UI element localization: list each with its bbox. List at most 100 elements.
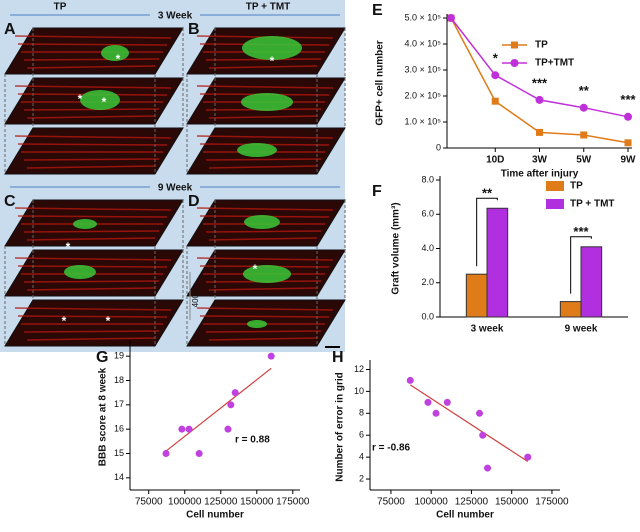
tissue-fiber (208, 337, 318, 341)
tissue-fiber (26, 65, 156, 69)
x-tick-label: 175000 (276, 497, 310, 508)
tissue-fiber (205, 158, 322, 161)
data-point (432, 409, 440, 417)
column-header: TP (54, 2, 67, 13)
legend-label: TP + TMT (570, 199, 615, 210)
y-tick-label: 8 (359, 408, 364, 418)
y-tick-label: 0.0 (421, 311, 434, 321)
significance: *** (573, 224, 589, 239)
x-tick-label: 3W (532, 155, 548, 166)
y-tick-label: 15 (114, 448, 124, 458)
bar (486, 207, 509, 318)
tissue-fiber (23, 108, 160, 111)
data-point (484, 464, 492, 472)
y-axis-label: BBB score at 8 week (98, 367, 109, 466)
tissue-fiber (23, 230, 160, 233)
tissue-fiber (208, 237, 318, 241)
x-axis-label: Cell number (436, 510, 494, 521)
bar (465, 273, 488, 318)
data-point (491, 97, 499, 105)
significance: *** (620, 92, 636, 107)
fit-line (165, 367, 272, 452)
legend-label: TP (535, 40, 548, 51)
correlation-label: r = -0.86 (372, 443, 411, 454)
x-tick-label: 9 week (565, 324, 598, 335)
significance: * (493, 51, 499, 66)
data-point (535, 95, 544, 104)
tissue-fiber (26, 165, 156, 169)
tissue-fiber (205, 330, 322, 333)
gfp-signal (80, 90, 120, 110)
tissue-fiber (14, 307, 172, 311)
x-tick-label: 3 week (471, 324, 504, 335)
data-point (580, 131, 588, 139)
tissue-fiber (17, 315, 168, 318)
x-axis-label: Time after injury (501, 169, 579, 180)
tissue-fiber (208, 115, 318, 119)
significance: ** (482, 186, 493, 201)
y-tick-label: 2.0 × 10⁵ (404, 90, 441, 100)
x-tick-label: 75000 (135, 497, 163, 508)
y-tick-label: 4 (359, 452, 364, 462)
graft-marker: * (253, 262, 258, 276)
tissue-fiber (23, 58, 160, 61)
time-header: 9 Week (158, 183, 193, 194)
gfp-signal (237, 143, 277, 157)
correlation-label: r = 0.88 (235, 435, 270, 446)
legend-marker (510, 59, 519, 67)
y-tick-label: 0 (436, 142, 441, 152)
y-tick-label: 6.0 (421, 209, 434, 219)
gfp-signal (247, 320, 267, 328)
panel-label: H (332, 349, 344, 366)
gfp-signal (243, 265, 291, 283)
graft-marker: * (66, 240, 71, 254)
tissue-fiber (17, 265, 168, 268)
data-point (624, 112, 632, 121)
tissue-fiber (17, 43, 168, 46)
y-tick-label: 19 (114, 351, 124, 361)
graft-marker: * (62, 314, 67, 328)
tissue-slab (4, 127, 184, 175)
panel-label: B (188, 21, 200, 38)
tissue-fiber (23, 158, 160, 161)
tissue-fiber (23, 280, 160, 283)
significance-bracket (570, 236, 592, 294)
data-point (479, 431, 487, 439)
gfp-signal (64, 265, 96, 279)
y-tick-label: 10 (354, 386, 364, 396)
x-tick-label: 150000 (495, 497, 529, 508)
x-tick-label: 125000 (204, 497, 238, 508)
data-point (536, 128, 543, 136)
x-tick-label: 100000 (168, 497, 202, 508)
tissue-fiber (208, 287, 318, 291)
tissue-fiber (208, 65, 318, 69)
gfp-signal (242, 36, 302, 60)
gfp-signal (244, 215, 280, 229)
tissue-fiber (14, 85, 172, 89)
data-point (579, 103, 588, 112)
y-tick-label: 5.0 × 10⁵ (404, 12, 441, 22)
data-point (624, 139, 632, 147)
data-point (231, 389, 239, 397)
graft-marker: * (116, 52, 121, 66)
data-point (267, 352, 275, 360)
data-point (227, 401, 235, 409)
x-tick-label: 9W (621, 155, 637, 166)
legend-swatch (546, 181, 564, 191)
legend-label: TP (570, 181, 583, 192)
tissue-fiber (26, 287, 156, 291)
scale-label: 400μm (191, 282, 200, 307)
y-tick-label: 1.0 × 10⁵ (404, 116, 441, 126)
data-point (195, 450, 203, 457)
tissue-fiber (26, 237, 156, 241)
gfp-signal (241, 93, 293, 111)
data-point (524, 453, 532, 461)
data-point (178, 425, 186, 433)
data-point (443, 398, 451, 406)
y-tick-label: 17 (114, 399, 124, 409)
y-tick-label: 8.0 (421, 174, 434, 184)
tissue-fiber (205, 230, 322, 233)
tissue-fiber (208, 165, 318, 169)
significance-bracket (476, 197, 498, 267)
tissue-fiber (196, 307, 334, 311)
